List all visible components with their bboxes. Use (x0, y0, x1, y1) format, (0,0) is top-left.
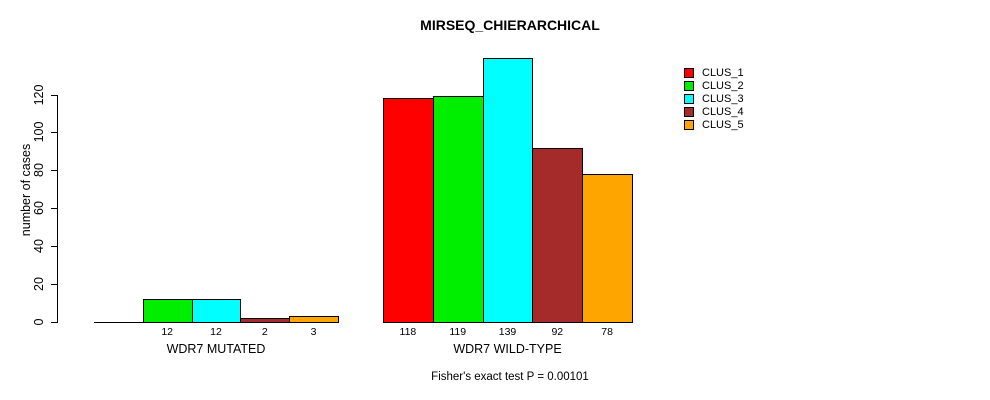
legend-label: CLUS_1 (702, 66, 744, 79)
legend-label: CLUS_3 (702, 92, 744, 105)
bar-value-label: 3 (310, 325, 317, 338)
bar-clus_2 (143, 299, 193, 323)
y-axis-tick-label: 0 (32, 318, 46, 326)
legend-swatch (684, 67, 694, 78)
y-axis-tick-label: 120 (32, 84, 46, 105)
bar-value-label: 12 (161, 325, 174, 338)
bar-value-label: 78 (601, 325, 613, 338)
legend-swatch (684, 80, 694, 91)
annotation-text: Fisher's exact test P = 0.00101 (431, 371, 589, 383)
bar-clus_4 (240, 318, 290, 323)
bar-clus_5 (289, 316, 339, 323)
y-axis-tick-label: 100 (32, 121, 46, 143)
legend: CLUS_1 CLUS_2 CLUS_3 CLUS_4 CLUS_5 (684, 66, 744, 132)
legend-item: CLUS_1 (684, 66, 744, 79)
y-axis-tick (51, 132, 57, 134)
bar-value-label: 118 (399, 325, 417, 338)
chart-title: MIRSEQ_CHIERARCHICAL (420, 17, 600, 33)
y-axis-tick (51, 284, 57, 286)
bar-clus_2 (433, 96, 484, 323)
bar-value-label: 139 (498, 325, 517, 338)
y-axis-tick (51, 208, 57, 210)
y-axis-tick (51, 170, 57, 172)
y-axis-line (57, 94, 58, 323)
bar-clus_3 (483, 58, 533, 323)
legend-swatch (684, 120, 694, 131)
x-group-label: WDR7 MUTATED (166, 341, 266, 356)
y-axis-tick (51, 94, 57, 96)
y-axis-label: number of cases (19, 143, 33, 237)
y-axis-tick-label: 60 (32, 201, 46, 216)
y-axis-tick-label: 80 (32, 163, 46, 178)
legend-label: CLUS_5 (702, 119, 744, 132)
bar-clus_3 (192, 299, 241, 323)
bar-clus_5 (582, 174, 633, 323)
bar-value-label: 12 (210, 325, 222, 338)
legend-label: CLUS_2 (702, 79, 744, 92)
bar-clus_4 (532, 148, 583, 323)
legend-label: CLUS_4 (702, 106, 744, 119)
legend-swatch (684, 93, 694, 104)
bar-clus_1 (383, 98, 434, 323)
legend-item: CLUS_2 (684, 79, 744, 92)
legend-swatch (684, 107, 694, 118)
x-group-label: WDR7 WILD-TYPE (453, 341, 562, 356)
bar-value-label: 2 (261, 325, 268, 338)
y-axis-tick-label: 40 (32, 239, 46, 254)
y-axis-tick (51, 322, 57, 323)
y-axis-tick-label: 20 (32, 277, 46, 292)
bar-value-label: 119 (449, 325, 467, 338)
y-axis-tick (51, 246, 57, 248)
legend-item: CLUS_3 (684, 92, 744, 105)
legend-item: CLUS_4 (684, 106, 744, 119)
legend-item: CLUS_5 (684, 119, 744, 132)
bar-value-label: 92 (551, 325, 564, 338)
